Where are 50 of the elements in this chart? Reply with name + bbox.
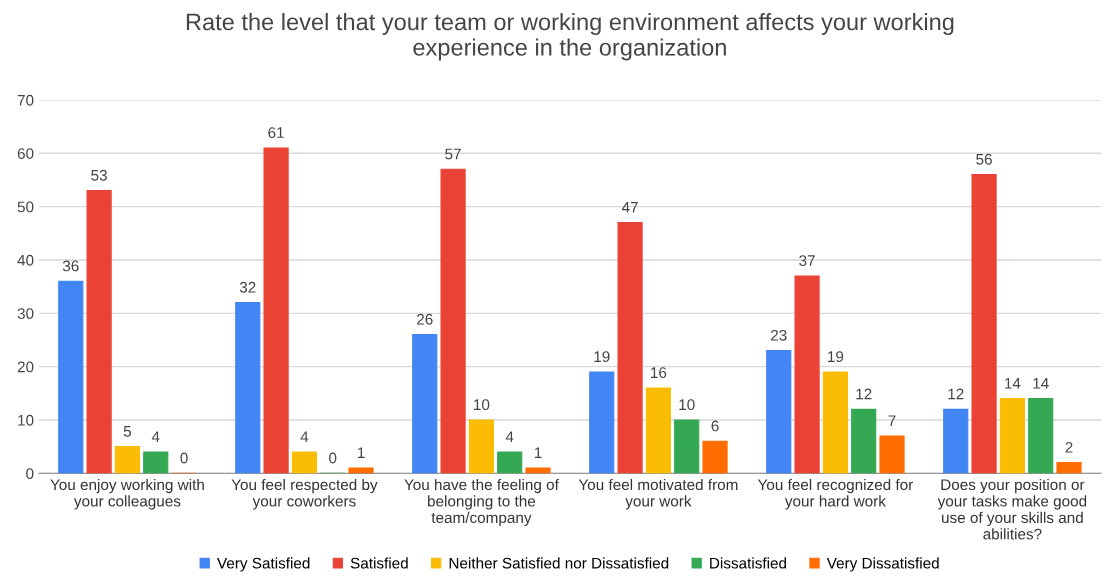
data-label: 4 (505, 431, 514, 442)
data-label: 14 (1005, 378, 1021, 389)
data-label: 47 (621, 202, 638, 213)
data-label: 7 (888, 415, 896, 426)
data-label: 6 (711, 420, 719, 432)
data-label: 14 (1033, 378, 1049, 389)
data-label: 4 (300, 431, 309, 442)
y-tick-label: 10 (18, 414, 34, 426)
legend-label: Neither Satisfied nor Dissatisfied (449, 557, 669, 569)
data-label: 61 (268, 127, 284, 138)
y-tick-label: 70 (17, 94, 34, 106)
chart-title: Rate the level that your team or working environment affects your working experience in the organization (186, 12, 954, 61)
y-tick-label: 40 (17, 254, 34, 266)
legend-label: Very Dissatisfied (826, 557, 939, 572)
data-label: 5 (123, 426, 132, 437)
x-tick-label: You feel motivated from your work (578, 478, 738, 510)
data-label: 2 (1065, 441, 1073, 453)
data-label: 37 (799, 255, 815, 267)
data-label: 32 (239, 281, 256, 293)
data-label: 1 (357, 447, 365, 458)
data-label: 19 (828, 351, 844, 363)
data-label: 23 (771, 329, 787, 341)
data-label: 12 (856, 388, 872, 400)
legend-label: Dissatisfied (710, 557, 787, 569)
x-tick-label: You feel respected by your coworkers (231, 478, 378, 510)
y-tick-label: 60 (17, 148, 34, 159)
data-label: 57 (445, 148, 461, 160)
y-tick-label: 30 (17, 308, 34, 320)
legend-label: Very Satisfied (217, 557, 310, 572)
legend-label: Satisfied (350, 557, 408, 569)
data-label: 16 (651, 367, 667, 379)
data-label: 10 (679, 399, 695, 411)
data-label: 36 (62, 260, 79, 272)
data-label: 53 (91, 169, 107, 181)
data-label: 0 (180, 452, 188, 464)
y-tick-label: 0 (26, 468, 34, 480)
data-label: 26 (417, 313, 433, 325)
x-tick-label: You have the feeling of belonging to the team/company (404, 478, 559, 527)
data-label: 0 (329, 452, 337, 464)
data-label: 4 (151, 431, 160, 442)
data-label: 19 (594, 351, 610, 363)
y-tick-label: 50 (17, 201, 34, 213)
x-tick-label: You feel recognized for your hard work (757, 478, 913, 510)
data-label: 10 (474, 399, 490, 411)
data-label: 12 (948, 388, 964, 400)
x-tick-label: You enjoy working with your colleagues (50, 478, 204, 510)
x-tick-label: Does your position or your tasks make good use of your skills and abilities? (937, 478, 1087, 540)
data-label: 56 (976, 153, 992, 165)
y-tick-label: 20 (17, 361, 34, 373)
data-label: 1 (534, 447, 542, 458)
